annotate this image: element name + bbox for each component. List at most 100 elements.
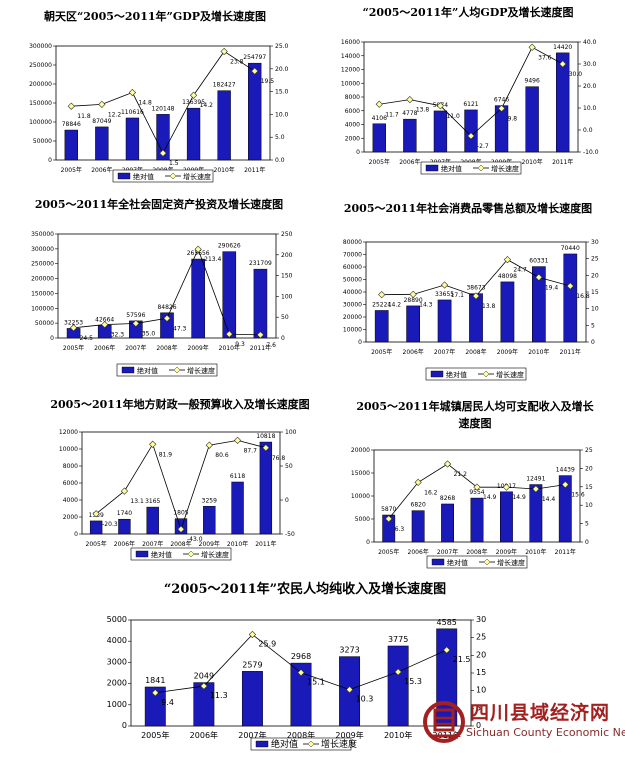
y-left-tick-label: 60000	[343, 264, 362, 271]
watermark-logo: 四川县域经济网 Sichuan County Economic Net	[420, 690, 625, 764]
bar-value-label: 4585	[437, 618, 457, 627]
bar	[525, 86, 539, 153]
bar-value-label: 182427	[213, 82, 236, 89]
chart-fiscal-revenue: 2005～2011年地方财政一般预算收入及增长速度图 0 2000 4000 6000…	[40, 396, 320, 574]
rate-value-label: 16.8	[576, 293, 590, 300]
y-left-tick-label: 80000	[343, 239, 362, 246]
y-right-tick-label: 20.0	[583, 83, 597, 90]
chart-rural-income: “2005～2011年”农民人均纯收入及增长速度图 0 1000 2000 3000 4…	[85, 578, 525, 760]
y-left-tick-label: 100000	[29, 119, 52, 126]
x-tick-label: 2008年	[465, 348, 486, 356]
rate-marker	[262, 444, 270, 452]
y-right-tick-label: 100	[285, 429, 297, 436]
chart-svg: 0 2000 4000 6000 8000 10000 12000 14000 16000 -10…	[341, 39, 599, 175]
y-right-tick-label: 40.0	[583, 39, 597, 46]
x-tick-label: 2007年	[434, 348, 455, 356]
bar-value-label: 28890	[404, 297, 423, 304]
bar-value-label: 6121	[463, 101, 478, 108]
bar	[469, 293, 483, 343]
chart-svg: 0 50000 100000 150000 200000 250000 300000 0.0 5…	[29, 43, 289, 183]
bar	[95, 126, 109, 161]
y-left-tick-label: 250000	[29, 62, 52, 69]
rate-value-label: 47.3	[173, 325, 187, 332]
y-left-tick-label: 4000	[107, 636, 127, 645]
x-tick-label: 2006年	[91, 166, 112, 174]
bar-value-label: 8268	[440, 495, 455, 502]
rate-value-label: 15.6	[571, 492, 585, 499]
rate-value-label: 14.9	[483, 494, 497, 501]
rate-marker	[163, 314, 171, 322]
bar-value-label: 33655	[435, 291, 454, 298]
bar-value-label: 32253	[64, 319, 83, 326]
rate-value-label: -43.0	[187, 536, 203, 543]
y-right-tick-label: 20	[476, 650, 486, 659]
rate-value-label: 9.8	[508, 115, 518, 122]
y-left-tick-label: 8000	[345, 94, 360, 101]
rate-value-label: -2.7	[477, 143, 489, 150]
chart-svg: 0 5000 10000 15000 20000 0 5 10 15 20 25 2005年 5870 2…	[351, 447, 593, 569]
legend-bar-label: 绝对值	[447, 558, 468, 567]
rate-value-label: 14.2	[200, 102, 214, 109]
rate-marker	[502, 483, 511, 491]
bar-value-label: 231709	[249, 260, 272, 267]
watermark-en: Sichuan County Economic Net	[466, 726, 625, 739]
legend-box	[116, 363, 218, 377]
x-tick-label: 2007年	[238, 730, 266, 740]
y-left-tick-label: 2000	[63, 514, 78, 521]
legend-marker	[482, 370, 490, 378]
rate-value-label: -20.3	[102, 521, 118, 528]
rate-marker	[220, 47, 228, 56]
rate-value-label: 11.3	[210, 691, 228, 700]
bar	[146, 506, 159, 535]
bar-value-label: 3775	[388, 635, 408, 644]
x-tick-label: 2009年	[497, 348, 518, 356]
bar	[411, 510, 425, 543]
y-left-tick-label: 100000	[31, 305, 54, 312]
y-left-tick-label: 12000	[59, 429, 78, 436]
bar-value-label: 42664	[95, 316, 114, 323]
y-right-tick-label: 15	[591, 289, 599, 296]
x-tick-label: 2005年	[141, 730, 169, 740]
rate-value-label: 37.6	[538, 54, 552, 61]
bar-value-label: 265656	[187, 250, 210, 257]
rate-marker	[233, 436, 242, 444]
chart-title: “2005～2011年”农民人均纯收入及增长速度图	[163, 582, 447, 597]
rate-value-label: 30.0	[569, 71, 583, 78]
chart-fixed-asset-investment: 2005～2011年全社会固定资产投资及增长速度图 0 50000 100000 15…	[10, 196, 308, 386]
y-left-tick-label: 200000	[31, 276, 54, 283]
x-tick-label: 2010年	[522, 158, 543, 166]
y-right-tick-label: 5.0	[275, 134, 285, 141]
legend-marker	[477, 164, 485, 172]
rate-value-label: 21.2	[454, 471, 468, 478]
bar	[374, 310, 389, 343]
chart-title: 2005～2011年全社会固定资产投资及增长速度图	[34, 198, 284, 211]
bar-value-label: 4106	[372, 115, 387, 122]
rate-value-label: 76.8	[272, 455, 286, 462]
x-tick-label: 2009年	[199, 540, 220, 548]
legend-bar-swatch	[255, 740, 269, 748]
rate-marker	[443, 646, 451, 654]
bar	[556, 52, 570, 153]
rate-marker	[436, 102, 445, 110]
chart-retail-sales: 2005～2011年社会消费品零售总额及增长速度图 0 10000 20000 300…	[318, 200, 618, 390]
rate-marker	[503, 256, 512, 264]
y-left-tick-label: 10000	[343, 327, 362, 334]
rate-marker	[559, 60, 567, 68]
x-tick-label: 2010年	[214, 166, 235, 174]
rate-value-label: 24.7	[513, 267, 527, 274]
rate-marker	[205, 441, 213, 449]
x-tick-label: 2008年	[170, 540, 191, 548]
bar-value-label: 14439	[556, 467, 575, 474]
y-left-tick-label: 200000	[29, 81, 52, 88]
chart-title: 2005～2011年社会消费品零售总额及增长速度图	[343, 202, 593, 215]
bar-value-label: 70440	[561, 245, 580, 252]
rate-value-label: 13.8	[482, 303, 496, 310]
y-left-tick-label: 1000	[107, 700, 127, 709]
rate-value-label: 23.8	[230, 58, 244, 65]
x-tick-label: 2011年	[560, 348, 581, 356]
chart-gdp-per-capita: “2005～2011年”人均GDP及增长速度图 0 2000 4000 6000 800…	[318, 4, 618, 189]
x-tick-label: 2010年	[528, 348, 549, 356]
rate-marker	[256, 331, 265, 339]
rate-marker	[532, 485, 540, 493]
rate-value-label: 19.5	[261, 78, 275, 85]
